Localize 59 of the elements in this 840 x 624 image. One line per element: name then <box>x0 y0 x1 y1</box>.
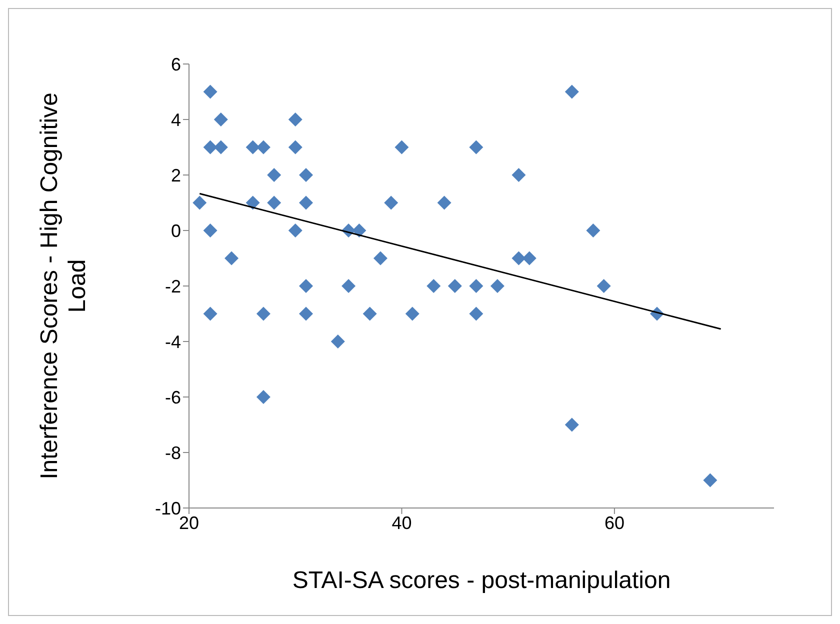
point <box>299 279 313 293</box>
point <box>490 279 504 293</box>
point <box>246 140 260 154</box>
point <box>299 306 313 321</box>
x-tick-label: 40 <box>392 512 412 533</box>
point <box>288 112 302 126</box>
point <box>405 306 420 321</box>
point <box>362 306 377 321</box>
point <box>246 196 260 210</box>
y-tick-label: 2 <box>170 165 181 186</box>
point <box>299 168 313 182</box>
point <box>564 84 579 99</box>
y-tick-label: 0 <box>170 220 181 241</box>
point <box>256 140 270 154</box>
point <box>596 279 611 293</box>
x-tick-label: 20 <box>178 512 200 533</box>
point <box>469 279 484 293</box>
point <box>469 306 484 321</box>
point <box>373 251 388 266</box>
y-tick-label: 6 <box>170 54 181 74</box>
point <box>214 140 228 154</box>
point <box>288 224 302 238</box>
point <box>703 473 718 488</box>
point <box>256 306 270 321</box>
y-tick-label: -2 <box>164 276 181 296</box>
point <box>512 251 526 266</box>
y-tick-label: -8 <box>164 442 181 463</box>
y-tick-label: -10 <box>154 498 181 518</box>
point <box>586 224 600 238</box>
point <box>203 224 218 238</box>
point <box>342 279 356 293</box>
point <box>437 196 452 210</box>
y-tick-label: 4 <box>170 110 181 130</box>
point <box>203 84 218 99</box>
x-axis-title: STAI-SA scores - post-manipulation <box>292 567 671 594</box>
point <box>224 251 239 266</box>
point <box>299 196 313 210</box>
point <box>192 196 207 210</box>
x-tick-label: 60 <box>604 512 624 533</box>
y-tick-label: -4 <box>164 332 181 352</box>
point <box>426 279 441 293</box>
point <box>203 306 218 321</box>
y-tick-label: -6 <box>164 387 181 408</box>
point <box>288 140 302 154</box>
point <box>512 168 526 182</box>
point <box>522 251 536 266</box>
point <box>352 224 366 238</box>
point <box>469 140 484 154</box>
point <box>267 196 282 210</box>
point <box>203 140 218 154</box>
point <box>214 112 228 126</box>
point <box>394 140 409 154</box>
point <box>267 168 282 182</box>
point <box>384 196 398 210</box>
point <box>564 418 579 432</box>
y-axis-title: Interference Scores - High Cognitive Load <box>36 92 91 480</box>
point <box>256 390 270 404</box>
point <box>448 279 462 293</box>
point <box>330 334 345 348</box>
